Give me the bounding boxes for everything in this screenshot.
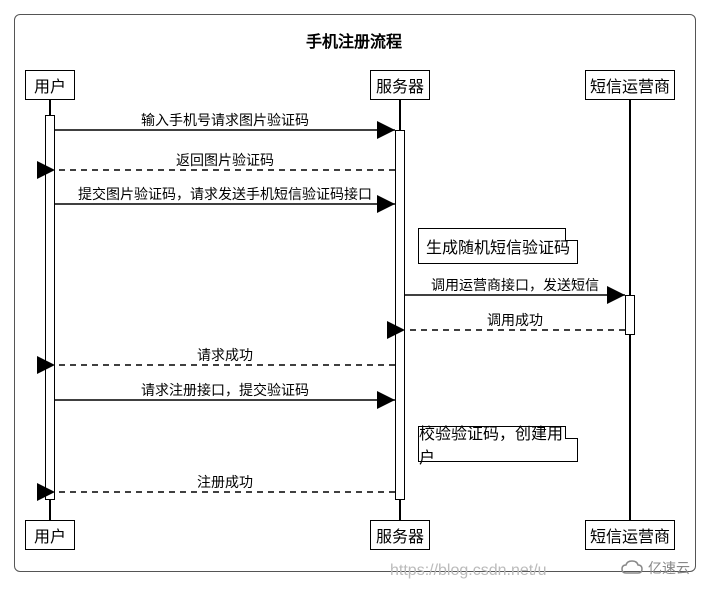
msg-label: 请求注册接口，提交验证码: [55, 380, 395, 400]
note-fold-icon: [565, 228, 578, 241]
actor-label: 用户: [34, 523, 66, 547]
msg-label: 调用运营商接口，发送短信: [405, 275, 625, 295]
note-fold-icon: [565, 426, 578, 439]
msg-label: 输入手机号请求图片验证码: [55, 110, 395, 130]
actor-label: 短信运营商: [590, 73, 670, 97]
actor-label: 服务器: [376, 523, 424, 547]
diagram-canvas: 手机注册流程 用户 服务器 短信运营商 用户 服务器 短信运营商 生成随机短信验…: [0, 0, 708, 590]
activation-user: [45, 115, 55, 500]
actor-carrier-bottom: 短信运营商: [585, 520, 675, 550]
msg-label: 提交图片验证码，请求发送手机短信验证码接口: [55, 184, 395, 204]
msg-label: 返回图片验证码: [55, 150, 395, 170]
note-generate-code: 生成随机短信验证码: [418, 228, 578, 264]
note-label: 校验验证码，创建用户: [419, 420, 577, 468]
brand-label: 亿速云: [648, 558, 690, 578]
msg-label: 请求成功: [55, 345, 395, 365]
msg-label: 调用成功: [405, 310, 625, 330]
actor-carrier-top: 短信运营商: [585, 70, 675, 100]
actor-user-top: 用户: [25, 70, 75, 100]
diagram-title: 手机注册流程: [0, 28, 708, 52]
activation-carrier: [625, 295, 635, 335]
brand-logo: 亿速云: [620, 558, 690, 578]
note-verify-create: 校验验证码，创建用户: [418, 426, 578, 462]
actor-user-bottom: 用户: [25, 520, 75, 550]
actor-server-bottom: 服务器: [370, 520, 430, 550]
msg-label: 注册成功: [55, 472, 395, 492]
actor-label: 用户: [34, 73, 66, 97]
actor-label: 短信运营商: [590, 523, 670, 547]
actor-server-top: 服务器: [370, 70, 430, 100]
actor-label: 服务器: [376, 73, 424, 97]
note-label: 生成随机短信验证码: [426, 234, 570, 258]
watermark-text: https://blog.csdn.net/u: [390, 562, 547, 580]
activation-server: [395, 130, 405, 500]
